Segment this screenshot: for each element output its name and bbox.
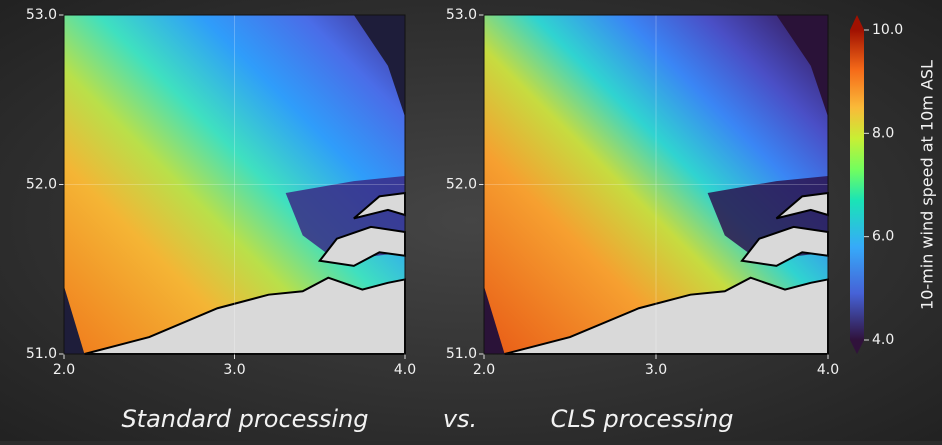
- x-tick-label: 2.0: [53, 362, 75, 378]
- caption: CLS processing: [551, 405, 734, 433]
- separator: vs.: [443, 405, 477, 433]
- y-tick-label: 52.0: [446, 177, 477, 193]
- x-tick-label: 4.0: [817, 362, 839, 378]
- y-tick-label: 51.0: [446, 346, 477, 362]
- caption: Standard processing: [121, 405, 368, 433]
- x-tick-label: 4.0: [394, 362, 416, 378]
- colorbar-label: 10-min wind speed at 10m ASL: [918, 60, 937, 310]
- colorbar-tick-label: 6.0: [872, 229, 894, 245]
- x-tick-label: 3.0: [645, 362, 667, 378]
- x-tick-label: 3.0: [223, 362, 245, 378]
- y-tick-label: 51.0: [26, 346, 57, 362]
- y-tick-label: 53.0: [446, 7, 477, 23]
- colorbar: [850, 30, 864, 340]
- figure: 2.0 3.0 4.0 51.0 52.0 53.0 2.0 3.0 4.0 51.0 52.0 53…: [0, 0, 942, 441]
- colorbar-tick-label: 10.0: [872, 22, 903, 38]
- x-tick-label: 2.0: [473, 362, 495, 378]
- y-tick-label: 53.0: [26, 7, 57, 23]
- colorbar-tick-label: 4.0: [872, 332, 894, 348]
- colorbar-tick-label: 8.0: [872, 125, 894, 141]
- y-tick-label: 52.0: [26, 177, 57, 193]
